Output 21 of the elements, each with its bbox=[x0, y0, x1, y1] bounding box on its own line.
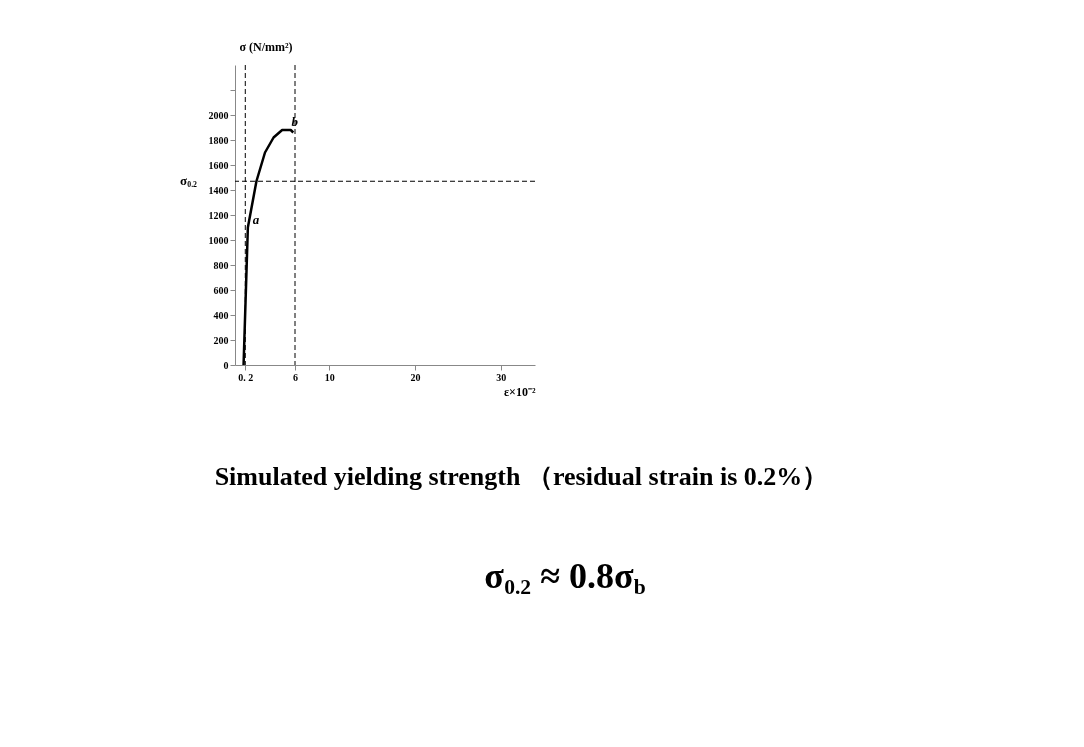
x-tick-label: 0. 2 bbox=[238, 371, 254, 383]
y-tick-label: 800 bbox=[213, 259, 229, 271]
y-tick-label: 400 bbox=[213, 309, 229, 321]
x-tick-label: 20 bbox=[410, 371, 421, 383]
annotation: b bbox=[291, 114, 299, 129]
x-tick-label: 30 bbox=[496, 371, 507, 383]
y-tick-label: 600 bbox=[213, 284, 229, 296]
y-tick-label: 0 bbox=[223, 359, 229, 371]
y-tick-label: 1000 bbox=[208, 234, 229, 246]
annotation: a bbox=[252, 211, 260, 227]
y-tick-label: 2000 bbox=[208, 109, 229, 121]
x-tick-label: 10 bbox=[324, 371, 335, 383]
x-tick-label: 6 bbox=[293, 371, 298, 383]
y-tick-label: 1600 bbox=[208, 159, 229, 171]
y-tick-label: 1400 bbox=[208, 184, 229, 196]
text: Simulated yielding strength （residual strain is 0.2%） bbox=[214, 462, 829, 491]
x-axis-title: ε×10⁻² bbox=[503, 384, 536, 399]
y-tick-label: 1200 bbox=[208, 209, 229, 221]
y-axis-title: σ (N/mm²) bbox=[239, 39, 293, 54]
y-tick-label: 1800 bbox=[208, 134, 229, 146]
y-tick-label: 200 bbox=[213, 334, 229, 346]
